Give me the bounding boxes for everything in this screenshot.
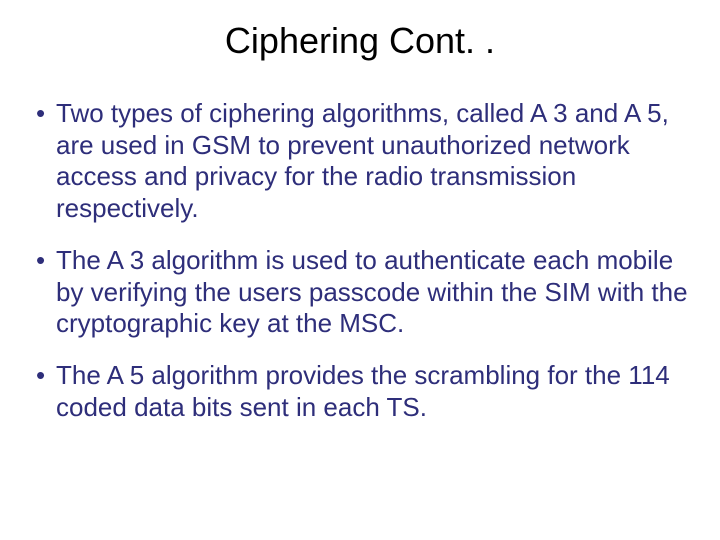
- bullet-item: The A 3 algorithm is used to authenticat…: [30, 245, 690, 340]
- bullet-item: Two types of ciphering algorithms, calle…: [30, 98, 690, 225]
- bullet-item: The A 5 algorithm provides the scramblin…: [30, 360, 690, 423]
- slide: Ciphering Cont. . Two types of ciphering…: [0, 0, 720, 540]
- slide-title: Ciphering Cont. .: [30, 20, 690, 62]
- bullet-list: Two types of ciphering algorithms, calle…: [30, 98, 690, 423]
